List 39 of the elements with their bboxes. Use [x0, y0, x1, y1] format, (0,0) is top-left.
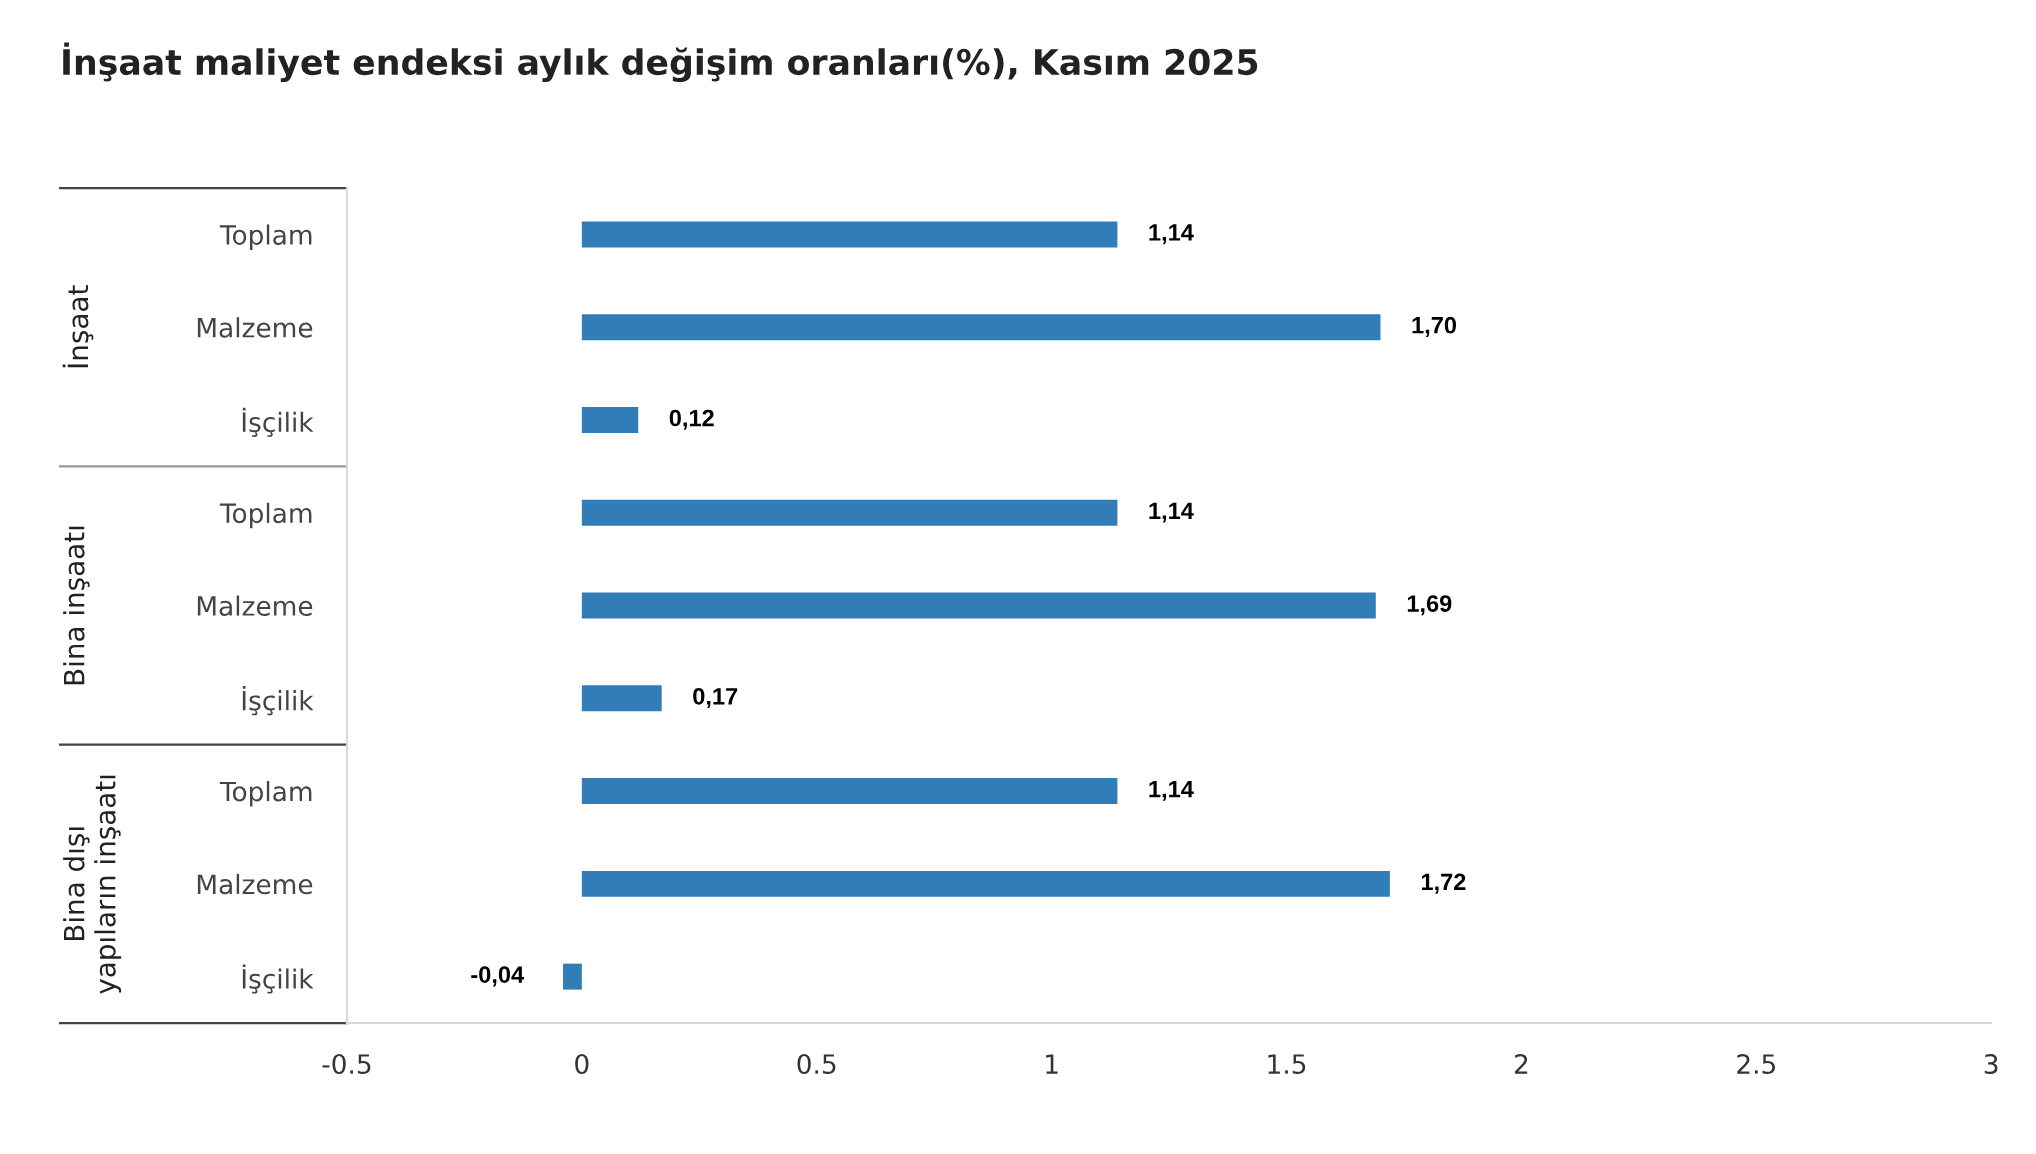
x-tick-label: 0.5 — [797, 1054, 836, 1074]
x-tick-label: 1.5 — [1268, 1054, 1306, 1074]
bar — [581, 221, 1118, 248]
data-label: 0,17 — [693, 687, 738, 709]
text: Bina inşaatı — [63, 526, 90, 685]
text: Bina dışı yapıların inşaatı — [63, 775, 122, 994]
x-tick-label: 1 — [1046, 1054, 1058, 1074]
y-tick-label: Malzeme — [197, 595, 313, 616]
x-tick-label: 3 — [1984, 1054, 1998, 1074]
y-tick-label: Toplam — [219, 224, 312, 250]
chart-title: İnşaat maliyet endeksi aylık değişim oranları(%), Kasım 2025 — [63, 42, 1258, 83]
y-tick-label: Toplam — [219, 502, 312, 529]
x-tick-label: 0 — [575, 1054, 589, 1074]
bar — [563, 963, 582, 990]
bar — [581, 778, 1118, 805]
data-label: 1,14 — [1149, 224, 1194, 245]
y-tick-label: Toplam — [219, 781, 312, 807]
bar — [581, 685, 662, 712]
bar — [581, 314, 1381, 341]
y-tick-label: İşçilik — [242, 686, 314, 716]
data-label: 0,12 — [669, 409, 714, 430]
x-tick-label: 2.5 — [1737, 1054, 1775, 1074]
text: İnşaat — [62, 285, 94, 368]
data-label: -0,04 — [471, 966, 525, 987]
data-label: 1,14 — [1149, 780, 1194, 801]
bar — [581, 407, 639, 434]
x-tick-label: 2 — [1514, 1054, 1528, 1074]
y-tick-label: İşçilik — [242, 407, 314, 437]
y-tick-label: Malzeme — [197, 317, 313, 338]
data-label: 1,14 — [1149, 502, 1194, 523]
bar — [581, 592, 1376, 619]
data-label: 1,72 — [1421, 873, 1466, 894]
data-label: 1,69 — [1407, 595, 1452, 616]
y-tick-label: Malzeme — [197, 873, 313, 895]
y-tick-label: İşçilik — [242, 964, 314, 994]
bar — [581, 499, 1118, 526]
x-tick-label: -0.5 — [322, 1054, 371, 1074]
data-label: 1,70 — [1412, 316, 1457, 338]
bar — [581, 870, 1390, 897]
